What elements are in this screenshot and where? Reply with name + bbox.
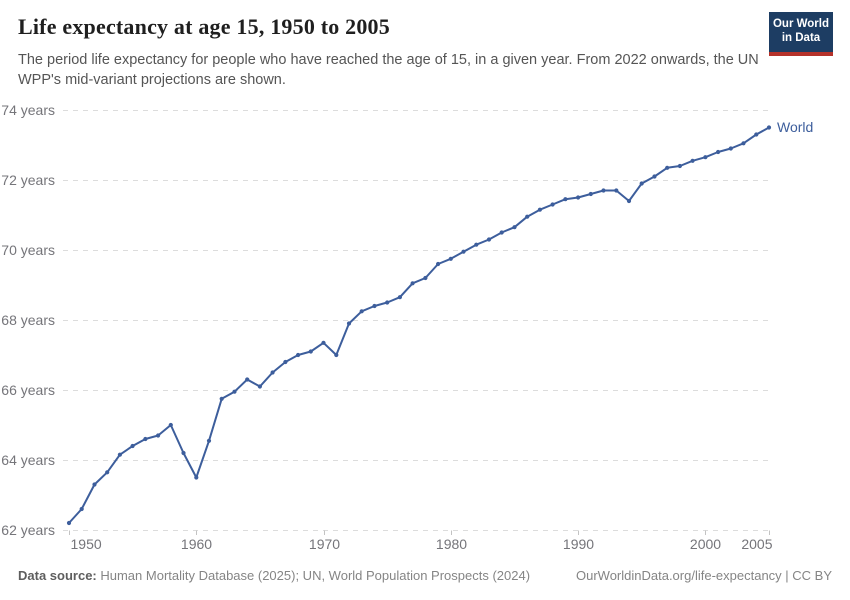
x-axis-label: 2005 <box>741 536 772 552</box>
x-axis-label: 1990 <box>563 536 594 552</box>
data-point[interactable] <box>206 438 212 443</box>
data-point[interactable] <box>665 165 670 170</box>
x-axis-label: 1980 <box>436 536 467 552</box>
data-point[interactable] <box>397 295 402 300</box>
data-point[interactable] <box>474 242 479 247</box>
data-point[interactable] <box>550 202 555 207</box>
y-axis-label: 72 years <box>1 172 55 188</box>
data-point[interactable] <box>614 188 619 193</box>
series-end-label[interactable]: World <box>777 119 813 135</box>
data-point[interactable] <box>168 422 173 428</box>
data-point[interactable] <box>308 349 313 354</box>
data-point[interactable] <box>436 261 441 267</box>
data-point[interactable] <box>525 214 530 219</box>
data-point[interactable] <box>639 181 644 186</box>
footer-citation-link[interactable]: OurWorldinData.org/life-expectancy | CC … <box>575 568 832 583</box>
data-point[interactable] <box>181 450 186 456</box>
y-axis-label: 74 years <box>1 102 55 118</box>
data-point[interactable] <box>334 352 339 358</box>
page-title: Life expectancy at age 15, 1950 to 2005 <box>18 14 390 39</box>
chart-footer: Data source: Human Mortality Database (2… <box>18 568 832 583</box>
owid-logo[interactable]: Our World in Data <box>769 12 833 56</box>
data-point[interactable] <box>296 352 301 358</box>
data-point[interactable] <box>92 482 97 487</box>
data-point[interactable] <box>79 506 84 512</box>
world-series-line[interactable] <box>68 126 770 524</box>
data-point[interactable] <box>270 370 275 375</box>
data-point[interactable] <box>117 452 122 457</box>
data-point[interactable] <box>486 237 492 242</box>
data-point[interactable] <box>677 163 683 169</box>
data-point[interactable] <box>219 396 224 401</box>
data-point[interactable] <box>410 281 415 286</box>
data-point[interactable] <box>512 225 517 230</box>
data-point[interactable] <box>283 359 288 365</box>
data-point[interactable] <box>703 155 708 160</box>
data-point[interactable] <box>601 188 606 193</box>
data-source-note: Data source: Human Mortality Database (2… <box>18 568 530 583</box>
data-point[interactable] <box>626 198 632 204</box>
data-point[interactable] <box>766 125 772 130</box>
x-axis-label: 1950 <box>71 536 102 552</box>
x-axis-label: 1970 <box>309 536 340 552</box>
data-source-label: Data source: <box>18 568 97 583</box>
data-point[interactable] <box>652 174 657 179</box>
data-point[interactable] <box>130 443 135 449</box>
data-point[interactable] <box>728 146 733 151</box>
data-point[interactable] <box>448 256 453 261</box>
data-point[interactable] <box>588 191 593 197</box>
owid-logo-line2: in Data <box>781 32 821 44</box>
data-point[interactable] <box>372 303 377 309</box>
data-point[interactable] <box>257 384 262 389</box>
y-axis-label: 64 years <box>1 452 55 468</box>
y-axis-label: 62 years <box>1 522 55 538</box>
data-point[interactable] <box>423 275 428 281</box>
data-point[interactable] <box>499 230 504 235</box>
x-axis-label: 1960 <box>181 536 212 552</box>
y-axis-label: 68 years <box>1 312 55 328</box>
data-point[interactable] <box>716 149 721 155</box>
data-point[interactable] <box>359 309 364 314</box>
data-point[interactable] <box>156 433 161 438</box>
data-point[interactable] <box>754 132 759 137</box>
data-point[interactable] <box>194 475 199 480</box>
data-point[interactable] <box>690 158 695 163</box>
owid-logo-line1: Our World <box>772 18 829 31</box>
x-axis-label: 2000 <box>690 536 721 552</box>
data-source-text: Human Mortality Database (2025); UN, Wor… <box>96 568 531 583</box>
data-point[interactable] <box>346 321 352 326</box>
data-point[interactable] <box>245 377 250 382</box>
data-point[interactable] <box>232 389 237 394</box>
data-point[interactable] <box>576 195 581 200</box>
data-point[interactable] <box>563 197 568 202</box>
data-point[interactable] <box>537 207 543 212</box>
data-point[interactable] <box>741 141 746 146</box>
data-point[interactable] <box>66 520 72 526</box>
data-point[interactable] <box>143 436 148 442</box>
y-axis-label: 66 years <box>1 382 55 398</box>
data-point[interactable] <box>321 340 326 345</box>
y-axis-label: 70 years <box>1 242 55 258</box>
data-point[interactable] <box>461 249 466 254</box>
data-point[interactable] <box>105 470 110 475</box>
data-point[interactable] <box>385 300 390 305</box>
chart-subtitle: The period life expectancy for people wh… <box>18 52 759 88</box>
